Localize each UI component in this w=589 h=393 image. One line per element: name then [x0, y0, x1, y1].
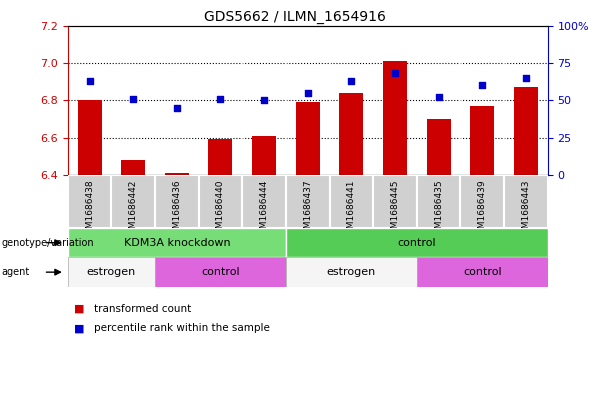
Text: agent: agent: [1, 267, 29, 277]
Bar: [373, 175, 417, 228]
Point: [85, 78, 94, 84]
Bar: [155, 175, 198, 228]
Bar: [286, 175, 330, 228]
Bar: [252, 136, 276, 175]
Bar: [330, 175, 373, 228]
Bar: [155, 257, 286, 287]
Bar: [165, 173, 189, 175]
Point: [303, 90, 312, 96]
Text: GSM1686445: GSM1686445: [391, 179, 399, 240]
Bar: [426, 119, 451, 175]
Text: GSM1686443: GSM1686443: [521, 179, 531, 240]
Bar: [417, 257, 548, 287]
Text: ■: ■: [74, 303, 84, 314]
Text: GSM1686438: GSM1686438: [85, 179, 94, 240]
Text: GSM1686437: GSM1686437: [303, 179, 312, 240]
Text: control: control: [201, 267, 240, 277]
Text: ■: ■: [74, 323, 84, 333]
Text: GSM1686436: GSM1686436: [173, 179, 181, 240]
Bar: [504, 175, 548, 228]
Bar: [286, 257, 417, 287]
Point: [128, 95, 138, 102]
Bar: [242, 175, 286, 228]
Text: genotype/variation: genotype/variation: [1, 238, 94, 248]
Bar: [383, 61, 407, 175]
Point: [478, 82, 487, 88]
Bar: [514, 87, 538, 175]
Point: [259, 97, 269, 103]
Text: KDM3A knockdown: KDM3A knockdown: [124, 238, 230, 248]
Point: [216, 95, 225, 102]
Bar: [68, 175, 111, 228]
Text: GSM1686444: GSM1686444: [260, 179, 269, 239]
Text: GSM1686442: GSM1686442: [128, 179, 138, 239]
Bar: [68, 228, 286, 257]
Text: GSM1686440: GSM1686440: [216, 179, 225, 240]
Point: [434, 94, 444, 100]
Bar: [461, 175, 504, 228]
Bar: [111, 175, 155, 228]
Bar: [68, 257, 155, 287]
Text: control: control: [398, 238, 436, 248]
Text: GSM1686441: GSM1686441: [347, 179, 356, 240]
Point: [172, 105, 181, 111]
Text: estrogen: estrogen: [327, 267, 376, 277]
Bar: [286, 228, 548, 257]
Text: percentile rank within the sample: percentile rank within the sample: [94, 323, 270, 333]
Bar: [198, 175, 242, 228]
Bar: [470, 106, 494, 175]
Point: [347, 78, 356, 84]
Bar: [339, 93, 363, 175]
Bar: [121, 160, 145, 175]
Text: GSM1686439: GSM1686439: [478, 179, 487, 240]
Bar: [78, 100, 101, 175]
Bar: [417, 175, 461, 228]
Point: [521, 75, 531, 81]
Text: GSM1686435: GSM1686435: [434, 179, 443, 240]
Text: estrogen: estrogen: [87, 267, 136, 277]
Point: [391, 70, 400, 77]
Text: control: control: [463, 267, 502, 277]
Text: GDS5662 / ILMN_1654916: GDS5662 / ILMN_1654916: [204, 10, 385, 24]
Bar: [296, 102, 320, 175]
Text: transformed count: transformed count: [94, 303, 191, 314]
Bar: [209, 140, 233, 175]
